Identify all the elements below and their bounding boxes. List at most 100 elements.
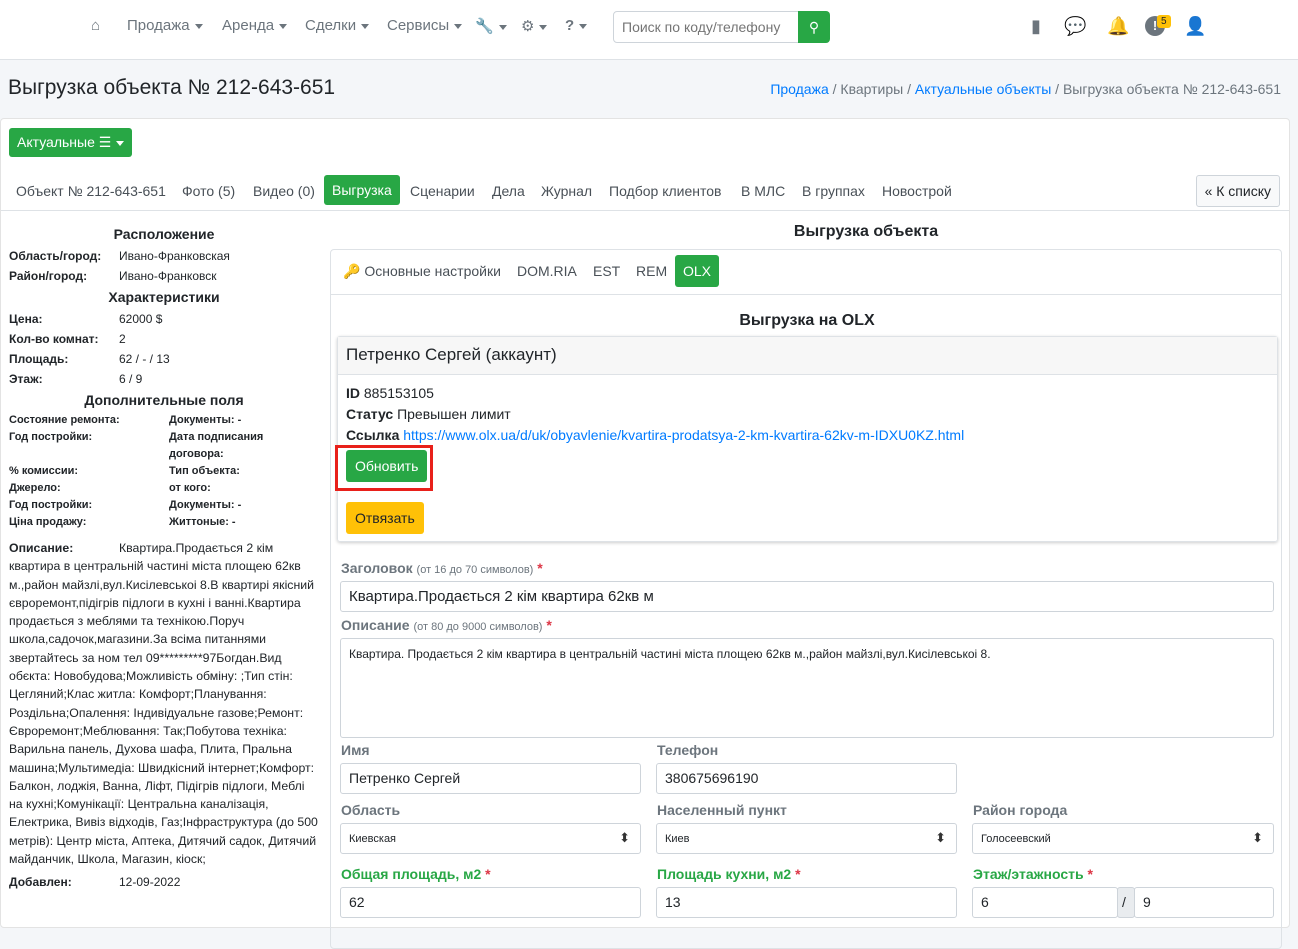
- description: Описание: Квартира.Продається 2 кім кварт…: [9, 539, 319, 868]
- menu-icon: ☰: [98, 134, 112, 150]
- tab-newbuild[interactable]: Новострой: [882, 183, 952, 199]
- home-icon[interactable]: ⌂: [91, 17, 101, 34]
- link-row: Ссылка https://www.olx.ua/d/uk/obyavleni…: [346, 425, 1269, 446]
- info-key: Площадь:: [9, 352, 69, 366]
- notification-badge: 5: [1157, 15, 1171, 28]
- tab-object[interactable]: Объект № 212-643-651: [16, 183, 166, 199]
- subtab-olx[interactable]: OLX: [675, 255, 720, 287]
- title-hint: (от 16 до 70 символов): [416, 564, 534, 576]
- nav-label: Продажа: [127, 17, 190, 34]
- name-input[interactable]: Петренко Сергей: [340, 763, 641, 794]
- status-row: Статус Превышен лимит: [346, 404, 1269, 425]
- link-label: Ссылка: [346, 427, 400, 443]
- info-value: 62 / - / 13: [119, 352, 170, 366]
- desc-label: Описание (от 80 до 9000 символов) *: [341, 617, 552, 633]
- id-value: 885153105: [363, 385, 434, 401]
- export-title: Выгрузка объекта: [793, 223, 939, 240]
- breadcrumb-active[interactable]: Актуальные объекты: [914, 81, 1052, 97]
- subtab-rem[interactable]: REM: [636, 263, 668, 279]
- help-icon[interactable]: ?: [565, 17, 588, 34]
- nav-deals[interactable]: Сделки: [305, 17, 370, 34]
- nav-label: Аренда: [222, 17, 275, 34]
- name-label: Имя: [341, 742, 370, 758]
- nav-sale[interactable]: Продажа: [127, 17, 203, 34]
- info-row: Цена: 62000 $: [9, 309, 319, 329]
- floor-input[interactable]: 6: [972, 887, 1118, 918]
- info-key: Добавлен:: [9, 875, 72, 890]
- status-label: Статус: [346, 406, 394, 422]
- account-name: Петренко Сергей (аккаунт): [338, 337, 1277, 375]
- phone-input[interactable]: 380675696190: [656, 763, 957, 794]
- floor-separator: /: [1117, 887, 1135, 918]
- object-tabs: Объект № 212-643-651 Фото (5) Видео (0) …: [1, 175, 1289, 211]
- tab-scenarios[interactable]: Сценарии: [410, 183, 475, 199]
- status-dropdown-button[interactable]: Актуальные ☰: [9, 128, 133, 157]
- user-icon[interactable]: 👤: [1184, 16, 1207, 36]
- tab-mls[interactable]: В МЛС: [741, 183, 786, 199]
- nav-label: Сделки: [305, 17, 357, 34]
- olx-link[interactable]: https://www.olx.ua/d/uk/obyavlenie/kvart…: [403, 427, 965, 443]
- nav-services[interactable]: Сервисы: [387, 17, 463, 34]
- nav-rent[interactable]: Аренда: [222, 17, 288, 34]
- chat-icon[interactable]: 💬: [1064, 16, 1087, 36]
- area-input[interactable]: 62: [340, 887, 641, 918]
- breadcrumb-sale[interactable]: Продажа: [770, 81, 829, 97]
- district-select[interactable]: Голосеевский: [972, 823, 1274, 854]
- description-textarea[interactable]: Квартира. Продається 2 кім квартира в це…: [340, 638, 1274, 738]
- export-subtabs: 🔑 Основные настройки DOM.RIA EST REM OLX: [331, 250, 1281, 295]
- extra-fields: Состояние ремонта: Документы: - Год постр…: [9, 412, 319, 531]
- info-key: Кол-во комнат:: [9, 332, 99, 346]
- city-label: Населенный пункт: [657, 802, 787, 818]
- bell-icon[interactable]: 🔔: [1107, 16, 1130, 36]
- tab-video[interactable]: Видео (0): [253, 183, 315, 199]
- search-input[interactable]: [613, 11, 799, 43]
- subtab-domria[interactable]: DOM.RIA: [517, 263, 577, 279]
- info-row: Площадь: 62 / - / 13: [9, 349, 319, 369]
- info-value: 12-09-2022: [119, 875, 181, 890]
- gear-icon[interactable]: ⚙: [521, 17, 548, 35]
- tab-cases[interactable]: Дела: [492, 183, 525, 199]
- wrench-icon[interactable]: 🔧: [475, 17, 507, 35]
- info-value: 62000 $: [119, 312, 163, 326]
- subtab-label: Основные настройки: [364, 263, 501, 279]
- info-row: Кол-во комнат: 2: [9, 329, 319, 349]
- status-value: Превышен лимит: [397, 406, 511, 422]
- id-row: ID 885153105: [346, 383, 1269, 404]
- breadcrumb-flats: Квартиры: [840, 81, 904, 97]
- extra-field: Документы: -: [169, 499, 242, 511]
- breadcrumb-current: Выгрузка объекта № 212-643-651: [1062, 81, 1281, 97]
- tab-photo[interactable]: Фото (5): [182, 183, 236, 199]
- tab-groups[interactable]: В группах: [802, 183, 865, 199]
- extra-field: % комиссии:: [9, 465, 79, 477]
- tab-journal[interactable]: Журнал: [541, 183, 593, 199]
- city-select[interactable]: Киев: [656, 823, 957, 854]
- desc-hint: (от 80 до 9000 символов): [413, 621, 543, 633]
- kitchen-label: Площадь кухни, м2 *: [657, 866, 801, 882]
- info-value: 6 / 9: [119, 372, 143, 386]
- floors-input[interactable]: 9: [1134, 887, 1274, 918]
- olx-account-card: Петренко Сергей (аккаунт) ID 885153105 С…: [335, 336, 1278, 542]
- subtab-est[interactable]: EST: [593, 263, 621, 279]
- tab-export[interactable]: Выгрузка: [324, 175, 400, 205]
- extra-heading: Дополнительные поля: [84, 392, 244, 408]
- extra-field: Документы: -: [169, 414, 242, 426]
- unlink-button[interactable]: Отвязать: [346, 502, 424, 534]
- subtab-settings[interactable]: 🔑 Основные настройки: [343, 263, 501, 280]
- export-panel: Выгрузка объекта 🔑 Основные настройки DO…: [330, 223, 1282, 949]
- extra-field: Состояние ремонта:: [9, 414, 120, 426]
- kitchen-input[interactable]: 13: [656, 887, 957, 918]
- key-icon: 🔑: [343, 263, 361, 279]
- region-select[interactable]: Киевская: [340, 823, 641, 854]
- tab-clients[interactable]: Подбор клиентов: [609, 183, 722, 199]
- search-button[interactable]: ⚲: [798, 11, 830, 43]
- added-row: Добавлен: 12-09-2022: [9, 872, 319, 892]
- book-icon[interactable]: ▮: [1031, 16, 1041, 36]
- info-key: Район/город:: [9, 269, 88, 283]
- id-label: ID: [346, 385, 360, 401]
- back-to-list-button[interactable]: « К списку: [1195, 175, 1280, 207]
- info-value: Ивано-Франковская: [119, 249, 230, 263]
- area-label-text: Общая площадь, м2: [341, 866, 482, 882]
- update-button[interactable]: Обновить: [346, 450, 428, 482]
- title-label-text: Заголовок: [341, 560, 413, 576]
- title-input[interactable]: Квартира.Продається 2 кім квартира 62кв …: [340, 581, 1274, 612]
